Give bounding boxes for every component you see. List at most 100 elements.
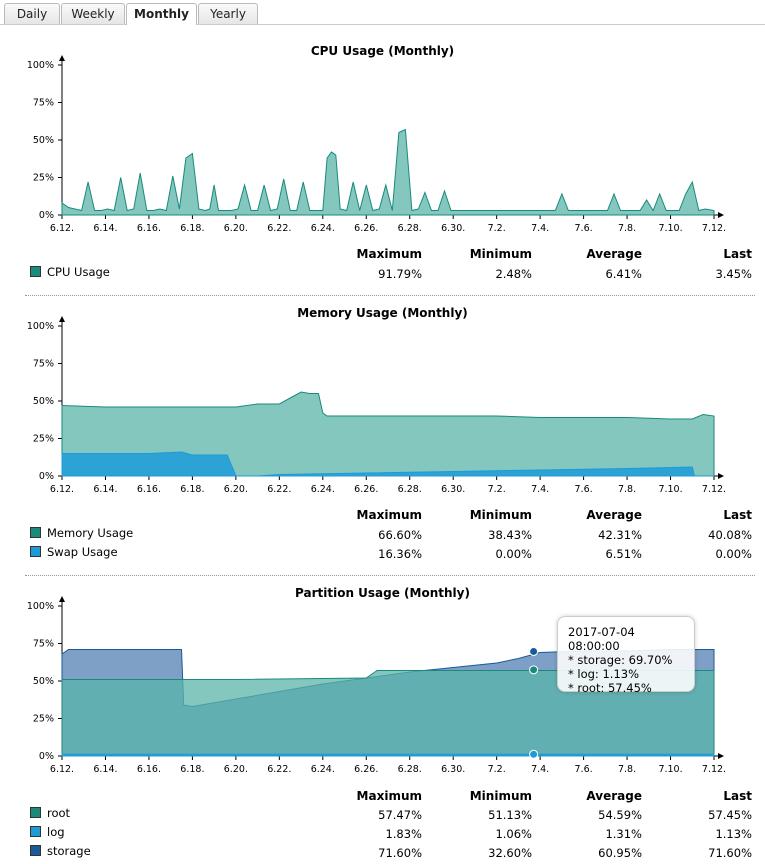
last-header: Last [723, 789, 752, 803]
hover-marker-log [529, 749, 539, 759]
x-tick-label: 7.2. [488, 484, 506, 495]
hover-marker-storage [529, 646, 539, 656]
x-tick-label: 6.16. [137, 764, 161, 775]
average-header: Average [586, 508, 642, 522]
tooltip-line: * log: 1.13% [568, 667, 639, 681]
tab-yearly[interactable]: Yearly [198, 3, 258, 24]
legend-item-log[interactable]: log [30, 826, 65, 840]
legend-label: Swap Usage [47, 545, 118, 559]
tab-daily[interactable]: Daily [4, 3, 60, 24]
x-tick-label: 7.6. [575, 223, 593, 234]
x-tick-label: 6.24. [311, 764, 335, 775]
tooltip-time: 2017-07-04 08:00:00 [568, 625, 635, 653]
y-tick-label: 25% [33, 714, 54, 725]
legend-swatch [30, 807, 41, 818]
memory-chart-title: Memory Usage (Monthly) [297, 306, 468, 320]
tooltip-line: * root: 57.45% [568, 681, 652, 695]
stat-value: 1.31% [605, 827, 642, 841]
x-tick-label: 6.26. [354, 764, 378, 775]
stat-value: 51.13% [488, 808, 532, 822]
x-tick-label: 6.12. [50, 484, 74, 495]
legend-item-cpu-usage[interactable]: CPU Usage [30, 266, 110, 280]
tab-weekly[interactable]: Weekly [61, 3, 125, 24]
x-tick-label: 6.20. [224, 223, 248, 234]
x-tick-label: 6.16. [137, 484, 161, 495]
legend-item-swap-usage[interactable]: Swap Usage [30, 546, 118, 560]
last-header: Last [723, 508, 752, 522]
period-tab-bar: Daily Weekly Monthly Yearly [0, 0, 765, 25]
x-tick-label: 7.10. [658, 764, 682, 775]
stat-value: 1.06% [495, 827, 532, 841]
legend-item-storage[interactable]: storage [30, 845, 91, 859]
x-tick-label: 6.28. [398, 764, 422, 775]
legend-swatch [30, 826, 41, 837]
x-tick-label: 6.22. [267, 223, 291, 234]
stat-value: 2.48% [495, 267, 532, 281]
x-axis-arrow [718, 212, 724, 218]
stat-value: 1.83% [385, 827, 422, 841]
stat-value: 1.13% [715, 827, 752, 841]
series-area-cpu-usage [61, 128, 715, 216]
x-tick-label: 6.16. [137, 223, 161, 234]
y-tick-label: 0% [39, 471, 54, 482]
x-tick-label: 7.12. [702, 484, 726, 495]
legend-item-memory-usage[interactable]: Memory Usage [30, 527, 133, 541]
y-tick-label: 0% [39, 210, 54, 221]
minimum-header: Minimum [469, 508, 532, 522]
stat-value: 57.45% [708, 808, 752, 822]
x-tick-label: 6.22. [267, 764, 291, 775]
y-tick-label: 25% [33, 173, 54, 184]
legend-swatch [30, 266, 41, 277]
x-tick-label: 7.6. [575, 484, 593, 495]
stat-value: 71.60% [708, 846, 752, 860]
x-tick-label: 6.30. [441, 764, 465, 775]
x-tick-label: 7.12. [702, 223, 726, 234]
minimum-header: Minimum [469, 789, 532, 803]
x-tick-label: 6.30. [441, 484, 465, 495]
stat-value: 32.60% [488, 846, 532, 860]
x-tick-label: 6.18. [180, 764, 204, 775]
y-axis-arrow [59, 316, 65, 322]
x-tick-label: 6.12. [50, 223, 74, 234]
legend-label: log [47, 825, 65, 839]
x-tick-label: 6.26. [354, 484, 378, 495]
x-tick-label: 6.14. [93, 223, 117, 234]
x-tick-label: 6.26. [354, 223, 378, 234]
maximum-header: Maximum [356, 789, 422, 803]
tab-monthly[interactable]: Monthly [126, 3, 197, 25]
partition-chart-title: Partition Usage (Monthly) [295, 586, 470, 600]
stat-value: 6.41% [605, 267, 642, 281]
y-tick-label: 50% [33, 135, 54, 146]
x-tick-label: 6.30. [441, 223, 465, 234]
maximum-header: Maximum [356, 247, 422, 261]
x-tick-label: 6.28. [398, 484, 422, 495]
y-tick-label: 0% [39, 751, 54, 762]
stat-value: 66.60% [378, 528, 422, 542]
legend-item-root[interactable]: root [30, 807, 70, 821]
x-tick-label: 7.8. [618, 764, 636, 775]
cpu-chart-title: CPU Usage (Monthly) [310, 44, 455, 58]
x-tick-label: 7.4. [531, 764, 549, 775]
x-tick-label: 6.24. [311, 484, 335, 495]
x-tick-label: 7.4. [531, 223, 549, 234]
tooltip-line: * storage: 69.70% [568, 653, 673, 667]
x-tick-label: 7.2. [488, 764, 506, 775]
y-axis-arrow [59, 596, 65, 602]
legend-label: storage [47, 844, 91, 858]
stat-value: 40.08% [708, 528, 752, 542]
legend-label: Memory Usage [47, 526, 134, 540]
x-tick-label: 6.24. [311, 223, 335, 234]
x-tick-label: 6.22. [267, 484, 291, 495]
y-tick-label: 100% [27, 321, 54, 332]
x-tick-label: 6.14. [93, 764, 117, 775]
cpu-usage-chart: 0% 25% 50% 75% 100% 6.12. 6.14. 6.16. 6.18. 6.20.… [27, 55, 726, 234]
minimum-header: Minimum [469, 247, 532, 261]
x-tick-label: 7.10. [658, 484, 682, 495]
y-axis-arrow [59, 55, 65, 61]
y-tick-label: 75% [33, 359, 54, 370]
x-tick-label: 7.12. [702, 764, 726, 775]
average-header: Average [586, 247, 642, 261]
x-tick-label: 7.2. [488, 223, 506, 234]
series-area-swap-usage [61, 451, 714, 477]
x-tick-label: 6.20. [224, 764, 248, 775]
